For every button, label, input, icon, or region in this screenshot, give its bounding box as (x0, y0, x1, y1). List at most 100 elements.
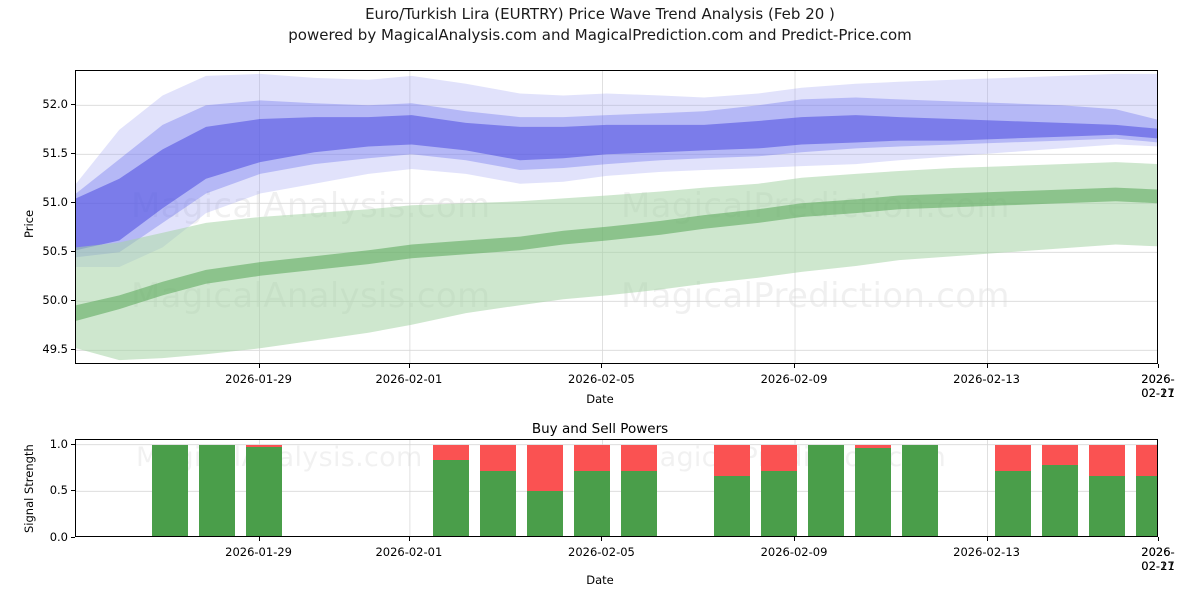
price-y-tickmark (71, 349, 75, 351)
signal-y-tickmark (71, 443, 75, 445)
sell-segment (620, 444, 657, 471)
signal-bar[interactable] (198, 444, 235, 536)
buy-segment (1088, 476, 1125, 536)
signal-bar[interactable] (573, 444, 610, 536)
buy-segment (761, 470, 798, 536)
page-title: Euro/Turkish Lira (EURTRY) Price Wave Tr… (0, 4, 1200, 46)
price-y-tickmark (71, 202, 75, 204)
signal-bar[interactable] (245, 444, 282, 536)
sell-segment (714, 444, 751, 477)
sell-segment (433, 444, 470, 460)
price-wave-bands (76, 73, 1157, 361)
price-y-tick: 51.5 (42, 146, 68, 161)
signal-chart-panel: Buy and Sell Powers Signal Strength Magi… (0, 405, 1200, 600)
sell-segment (995, 444, 1032, 471)
signal-x-tickmark (1158, 537, 1159, 541)
price-x-tickmark (601, 364, 603, 368)
price-x-tickmark (258, 364, 260, 368)
price-x-tick: 2026-02-01 (375, 372, 443, 386)
buy-segment (808, 444, 845, 536)
signal-x-tickmark (258, 537, 260, 541)
signal-bar[interactable] (808, 444, 845, 536)
signal-x-tick: 2026-02-01 (375, 545, 443, 559)
buy-segment (152, 444, 188, 536)
signal-bar[interactable] (761, 444, 798, 536)
sell-segment (761, 444, 798, 471)
signal-bar[interactable] (1135, 444, 1157, 536)
price-x-tick: 2026-02-21 (1141, 372, 1175, 400)
price-x-tick: 2026-02-17 (1141, 372, 1175, 400)
signal-bar[interactable] (1088, 444, 1125, 536)
price-x-tickmark (794, 364, 795, 368)
buy-segment (198, 444, 235, 536)
signal-bar[interactable] (854, 444, 891, 536)
signal-plot-area: MagicalAnalysis.com MagicalPrediction.co… (75, 439, 1158, 537)
signal-x-tickmark (408, 537, 410, 541)
signal-x-tick: 2026-02-09 (760, 545, 828, 559)
buy-segment (995, 470, 1032, 536)
signal-x-tick: 2026-02-21 (1141, 545, 1175, 573)
title-line-1: Euro/Turkish Lira (EURTRY) Price Wave Tr… (365, 5, 835, 23)
signal-bar[interactable] (433, 444, 470, 536)
price-x-tick: 2026-02-09 (760, 372, 828, 386)
price-plot-area: MagicalAnalysis.com MagicalPrediction.co… (75, 70, 1158, 364)
buy-segment (433, 459, 470, 536)
signal-bar[interactable] (901, 444, 938, 536)
price-x-tick: 2026-02-05 (568, 372, 635, 386)
sell-segment (573, 444, 610, 471)
buy-segment (1042, 465, 1079, 536)
signal-x-tickmark (986, 537, 988, 541)
signal-x-tick: 2026-02-17 (1141, 545, 1175, 573)
price-x-tick: 2026-02-13 (953, 372, 1020, 386)
price-x-tickmark (986, 364, 988, 368)
buy-segment (245, 447, 282, 536)
sell-segment (480, 444, 517, 471)
sell-segment (1088, 444, 1125, 477)
buy-segment (480, 470, 517, 536)
buy-segment (620, 470, 657, 536)
signal-x-axis-label: Date (586, 573, 614, 587)
signal-bar[interactable] (714, 444, 751, 536)
buy-segment (854, 448, 891, 536)
title-line-2: powered by MagicalAnalysis.com and Magic… (288, 26, 912, 44)
buy-segment (1135, 476, 1157, 536)
signal-bar[interactable] (480, 444, 517, 536)
sell-segment (1135, 444, 1157, 477)
signal-x-tick: 2026-02-13 (953, 545, 1020, 559)
price-y-tickmark (71, 104, 75, 106)
signal-y-tick: 0.5 (49, 483, 68, 498)
price-y-tick: 50.0 (42, 293, 68, 308)
signal-bar[interactable] (526, 444, 563, 536)
signal-x-tickmark (794, 537, 795, 541)
signal-bar[interactable] (152, 444, 188, 536)
price-y-tickmark (71, 300, 75, 302)
signal-bar[interactable] (620, 444, 657, 536)
sell-segment (245, 444, 282, 448)
sell-segment (526, 444, 563, 492)
price-x-tickmark (408, 364, 410, 368)
signal-chart-title: Buy and Sell Powers (531, 421, 669, 437)
price-y-tick: 52.0 (42, 97, 68, 112)
price-y-tickmark (71, 153, 75, 155)
buy-segment (526, 491, 563, 536)
signal-x-tickmark (601, 537, 603, 541)
sell-segment (854, 444, 891, 449)
price-x-tickmark (1158, 364, 1159, 368)
signal-bar[interactable] (1042, 444, 1079, 536)
sell-segment (1042, 444, 1079, 466)
price-y-tick: 50.5 (42, 244, 68, 259)
price-y-tickmark (71, 251, 75, 253)
signal-x-tick: 2026-02-05 (568, 545, 635, 559)
price-x-tick: 2026-01-29 (225, 372, 292, 386)
buy-segment (714, 476, 751, 536)
signal-y-tick: 0.0 (49, 530, 68, 544)
price-x-axis-label: Date (586, 392, 614, 406)
buy-segment (573, 470, 610, 536)
signal-bar[interactable] (995, 444, 1032, 536)
signal-x-tick: 2026-01-29 (225, 545, 292, 559)
price-chart-panel: Price MagicalAnalysis.com MagicalPredict… (22, 70, 1175, 406)
price-y-tick: 51.0 (42, 195, 68, 210)
signal-y-tickmark (71, 537, 75, 538)
buy-segment (901, 444, 938, 536)
